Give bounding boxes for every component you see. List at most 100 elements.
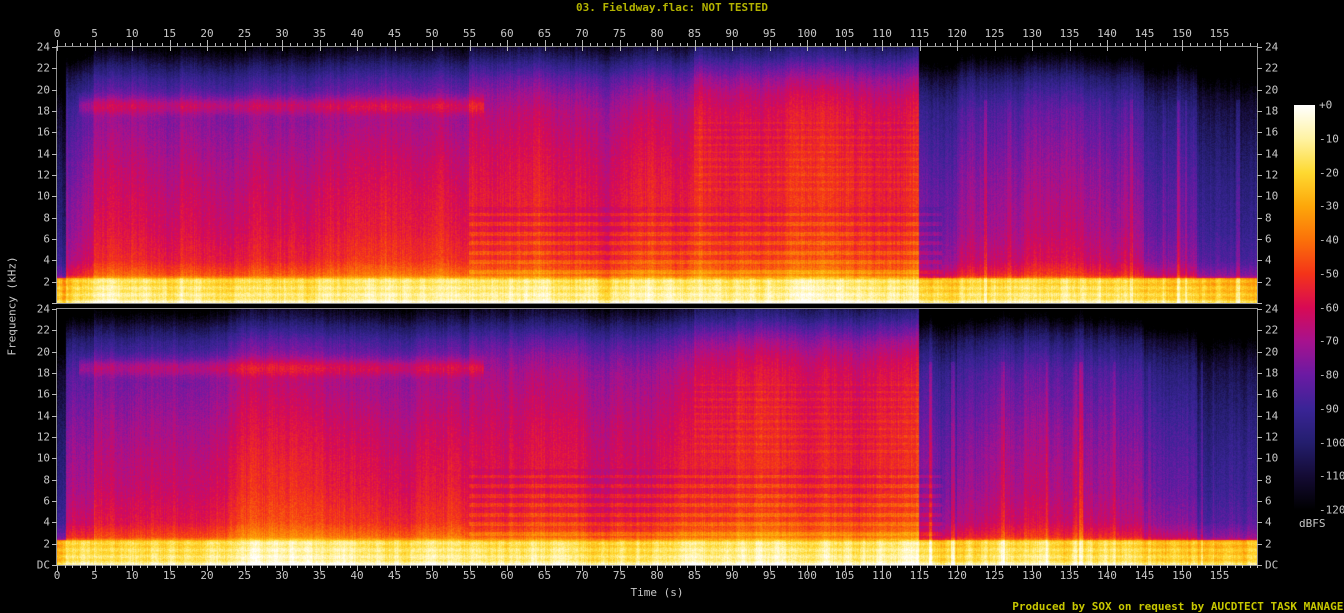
time-tick-label-top: 135 — [1059, 27, 1080, 40]
time-tick-top — [807, 40, 808, 51]
time-tick-bottom — [1017, 565, 1018, 568]
freq-tick-label-right: 16 — [1265, 125, 1279, 139]
time-tick-top — [64, 43, 66, 46]
freq-tick-label-right: 6 — [1265, 494, 1272, 508]
time-tick-top — [1002, 43, 1003, 46]
time-tick-label-bottom: 125 — [984, 569, 1005, 582]
freq-tick-right — [1257, 543, 1262, 545]
time-tick-bottom — [72, 565, 73, 568]
time-tick-bottom — [214, 565, 216, 568]
time-tick-label-top: 145 — [1134, 27, 1155, 40]
time-tick-top — [192, 43, 193, 46]
freq-tick-left — [52, 111, 57, 112]
time-tick-label-top: 80 — [650, 27, 664, 40]
time-tick-bottom — [747, 565, 748, 568]
freq-tick-left — [52, 522, 57, 524]
time-tick-bottom — [94, 565, 96, 571]
colorbar-tick-label: -80 — [1319, 368, 1339, 382]
time-tick-top — [987, 43, 988, 46]
time-tick-bottom — [807, 565, 808, 571]
time-tick-top — [312, 43, 313, 46]
time-tick-top — [552, 43, 553, 46]
time-tick-bottom — [439, 565, 441, 568]
time-tick-label-bottom: 5 — [91, 569, 98, 582]
time-tick-top — [1182, 40, 1183, 51]
time-tick-bottom — [1167, 565, 1168, 568]
time-tick-top — [87, 43, 88, 46]
time-tick-bottom — [349, 565, 351, 568]
freq-tick-label-right: 2 — [1265, 537, 1272, 551]
time-tick-top — [387, 43, 388, 46]
freq-tick-label-left: 8 — [43, 211, 50, 225]
time-tick-bottom — [642, 565, 643, 568]
page-title: 03. Fieldway.flac: NOT TESTED — [575, 1, 769, 14]
time-tick-label-top: 65 — [537, 27, 552, 40]
time-tick-bottom — [469, 565, 471, 571]
time-tick-top — [837, 43, 838, 46]
freq-tick-label-right: 16 — [1265, 387, 1279, 401]
time-tick-bottom — [822, 565, 823, 568]
time-tick-label-bottom: 85 — [687, 569, 702, 582]
colorbar-tick-label: -120 — [1319, 503, 1344, 517]
time-tick-label-top: 75 — [612, 27, 627, 40]
time-tick-top — [754, 43, 756, 46]
time-tick-bottom — [1054, 565, 1056, 568]
freq-tick-label-right: 14 — [1265, 409, 1279, 423]
freq-tick-left — [52, 260, 57, 262]
time-tick-bottom — [87, 565, 88, 568]
time-tick-top — [334, 43, 336, 46]
time-tick-top — [582, 40, 583, 51]
colorbar-tick-label: -40 — [1319, 233, 1339, 247]
freq-tick-label-left: 10 — [36, 189, 50, 203]
freq-tick-right — [1257, 68, 1262, 70]
time-tick-top — [132, 40, 133, 51]
time-tick-label-bottom: 80 — [650, 569, 664, 582]
time-tick-bottom — [942, 565, 943, 568]
time-tick-top — [1009, 43, 1011, 46]
time-tick-bottom — [79, 565, 81, 568]
time-tick-bottom — [792, 565, 793, 568]
time-tick-top — [1122, 43, 1123, 46]
time-tick-label-bottom: 40 — [350, 569, 364, 582]
colorbar-tick-label: -30 — [1319, 199, 1339, 213]
time-tick-bottom — [199, 565, 201, 568]
time-tick-bottom — [177, 565, 178, 568]
time-tick-top — [484, 43, 486, 46]
time-tick-bottom — [612, 565, 613, 568]
time-tick-bottom — [154, 565, 156, 568]
time-tick-top — [1257, 43, 1258, 46]
time-tick-top — [589, 43, 591, 46]
time-tick-top — [784, 43, 786, 46]
freq-tick-label-left: 8 — [43, 473, 50, 487]
time-tick-bottom — [387, 565, 388, 568]
time-tick-bottom — [267, 565, 268, 568]
time-tick-bottom — [649, 565, 651, 568]
time-tick-bottom — [1189, 565, 1191, 568]
time-tick-top — [604, 43, 606, 46]
freq-tick-right — [1257, 111, 1262, 112]
freq-tick-right — [1257, 309, 1262, 310]
time-tick-top — [147, 43, 148, 46]
time-tick-top — [559, 43, 561, 46]
time-tick-top — [897, 43, 898, 46]
time-tick-bottom — [1212, 565, 1213, 568]
time-tick-bottom — [762, 565, 763, 568]
time-tick-label-top: 130 — [1022, 27, 1042, 40]
time-tick-top — [109, 43, 111, 46]
time-tick-top — [679, 43, 681, 46]
time-tick-bottom — [484, 565, 486, 568]
freq-tick-left — [52, 458, 57, 460]
time-tick-bottom — [702, 565, 703, 568]
time-tick-bottom — [1009, 565, 1011, 568]
time-tick-bottom — [987, 565, 988, 568]
time-tick-bottom — [192, 565, 193, 568]
time-tick-top — [447, 43, 448, 46]
time-tick-label-top: 60 — [500, 27, 514, 40]
time-tick-bottom — [132, 565, 133, 571]
time-tick-label-bottom: 150 — [1172, 569, 1192, 582]
time-tick-bottom — [319, 565, 321, 571]
time-tick-bottom — [237, 565, 238, 568]
freq-tick-right — [1257, 239, 1262, 240]
freq-tick-left — [52, 196, 57, 198]
time-tick-bottom — [1152, 565, 1153, 568]
